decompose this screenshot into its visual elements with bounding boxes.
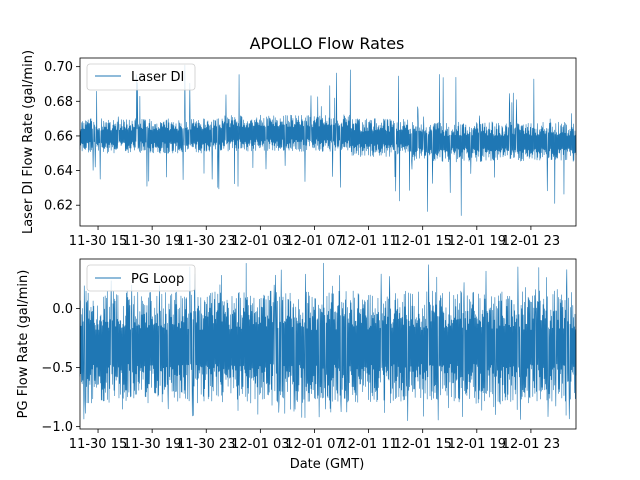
laser-di-x-tick-label-0: 11-30 15 bbox=[69, 234, 127, 249]
laser-di-y-tick-label-4: 0.70 bbox=[44, 60, 73, 75]
laser-di-y-ticks: 0.62 0.64 0.66 0.68 0.70 bbox=[44, 60, 80, 214]
laser-di-x-tick-label-3: 12-01 03 bbox=[231, 234, 289, 249]
pg-loop-series-line-0 bbox=[79, 262, 577, 421]
laser-di-y-tick-label-2: 0.66 bbox=[44, 129, 73, 144]
pg-loop-y-tick-label-2: 0.0 bbox=[52, 302, 73, 317]
laser-di-y-axis-label: Laser DI Flow Rate (gal/min) bbox=[21, 50, 36, 234]
pg-loop-x-tick-label-2: 11-30 23 bbox=[177, 437, 235, 452]
laser-di-x-tick-label-1: 11-30 19 bbox=[123, 234, 181, 249]
pg-loop-x-tick-label-0: 11-30 15 bbox=[69, 437, 127, 452]
pg-loop-x-tick-label-3: 12-01 03 bbox=[231, 437, 289, 452]
laser-di-x-tick-label-4: 12-01 07 bbox=[285, 234, 343, 249]
x-axis-label: Date (GMT) bbox=[290, 457, 365, 472]
laser-di-x-tick-label-5: 12-01 11 bbox=[339, 234, 397, 249]
laser-di-x-tick-label-2: 11-30 23 bbox=[177, 234, 235, 249]
chart-title: APOLLO Flow Rates bbox=[250, 34, 405, 53]
laser-di-series bbox=[79, 64, 577, 216]
pg-loop-legend-label: PG Loop bbox=[131, 272, 184, 287]
pg-loop-axes-frame bbox=[79, 258, 577, 430]
pg-loop-y-tick-label-0: −1.0 bbox=[41, 420, 73, 435]
pg-loop-x-tick-label-4: 12-01 07 bbox=[285, 437, 343, 452]
pg-loop-legend: PG Loop bbox=[86, 264, 196, 292]
laser-di-legend-box bbox=[86, 63, 196, 91]
pg-loop-x-tick-label-5: 12-01 11 bbox=[339, 437, 397, 452]
laser-di-axes-frame bbox=[79, 57, 577, 227]
pg-loop-series bbox=[79, 262, 577, 421]
laser-di-x-tick-label-6: 12-01 15 bbox=[393, 234, 451, 249]
laser-di-y-tick-label-3: 0.68 bbox=[44, 95, 73, 110]
laser-di-legend-label: Laser DI bbox=[131, 70, 184, 85]
laser-di-y-tick-label-0: 0.62 bbox=[44, 199, 73, 214]
pg-loop-y-tick-label-1: −0.5 bbox=[41, 361, 73, 376]
laser-di-x-tick-label-8: 12-01 23 bbox=[502, 234, 560, 249]
pg-loop-y-axis-label: PG Flow Rate (gal/min) bbox=[16, 270, 31, 419]
pg-loop-y-ticks: −1.0 −0.5 0.0 bbox=[41, 302, 80, 435]
laser-di-series-line-0 bbox=[79, 64, 577, 216]
laser-di-x-tick-label-7: 12-01 19 bbox=[448, 234, 506, 249]
pg-loop-x-tick-label-8: 12-01 23 bbox=[502, 437, 560, 452]
pg-loop-x-tick-label-7: 12-01 19 bbox=[448, 437, 506, 452]
laser-di-y-tick-label-1: 0.64 bbox=[44, 164, 73, 179]
pg-loop-x-tick-label-1: 11-30 19 bbox=[123, 437, 181, 452]
laser-di-legend: Laser DI bbox=[86, 63, 196, 91]
pg-loop-legend-box bbox=[86, 264, 196, 292]
pg-loop-x-tick-label-6: 12-01 15 bbox=[393, 437, 451, 452]
